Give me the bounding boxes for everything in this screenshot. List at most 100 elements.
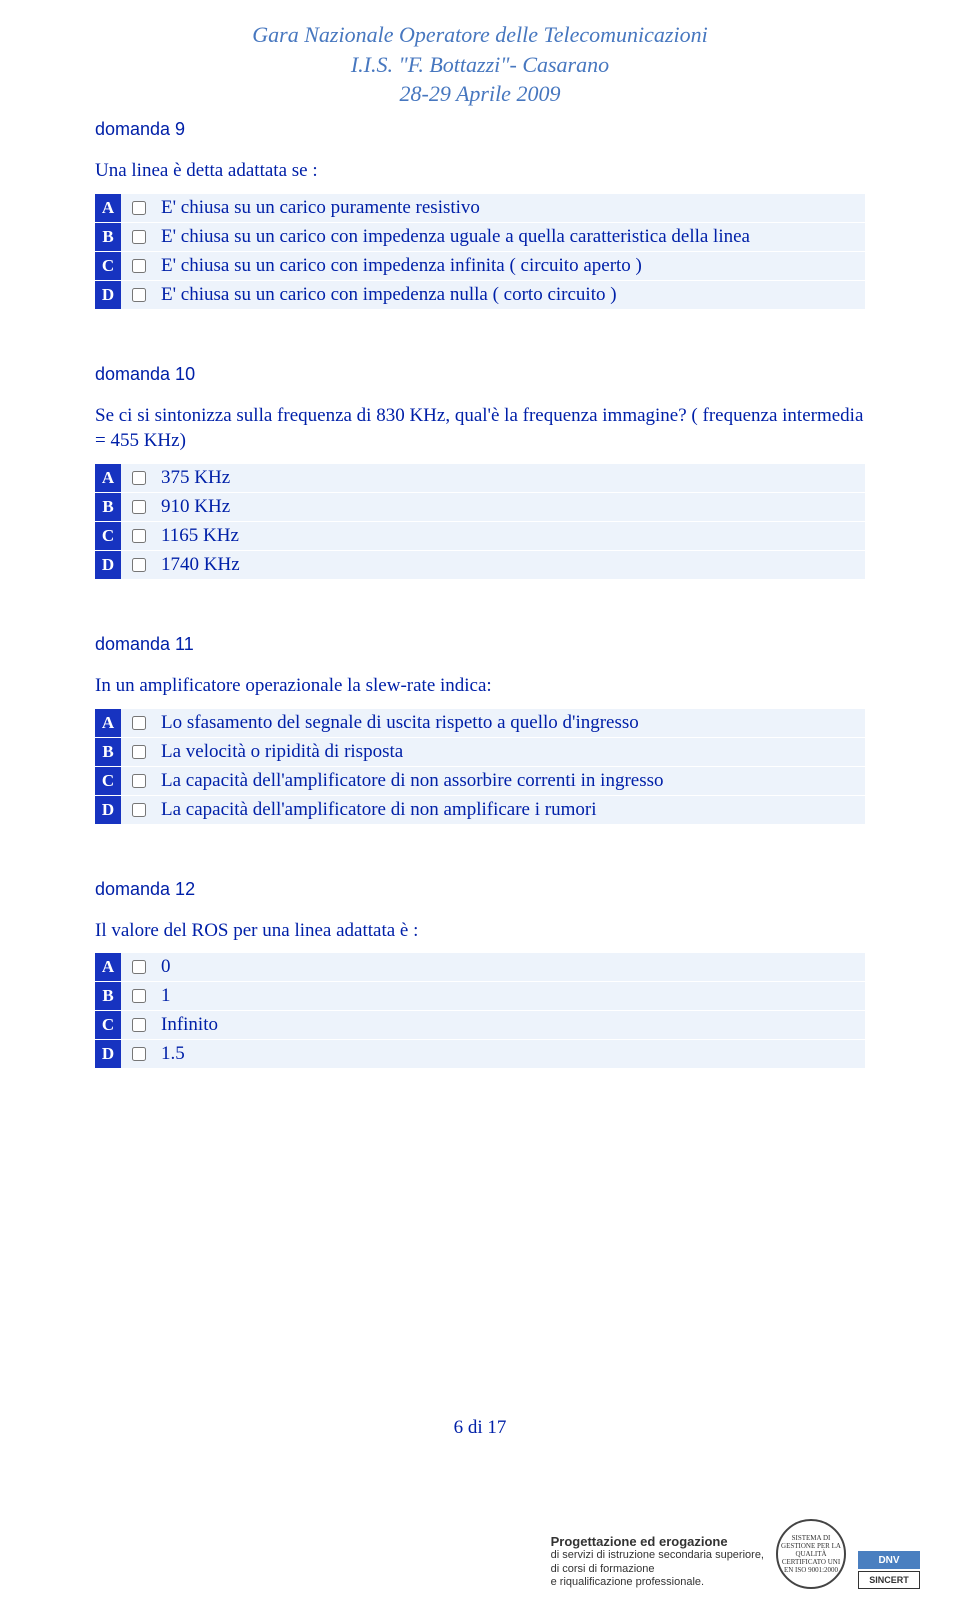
option-checkbox-cell bbox=[121, 953, 157, 981]
option-checkbox-cell bbox=[121, 796, 157, 824]
option-checkbox-cell bbox=[121, 252, 157, 280]
option-checkbox-cell bbox=[121, 709, 157, 737]
option-checkbox[interactable] bbox=[132, 960, 146, 974]
option-row: B1 bbox=[95, 982, 865, 1010]
option-text: E' chiusa su un carico con impedenza ugu… bbox=[157, 223, 865, 251]
option-checkbox-cell bbox=[121, 738, 157, 766]
option-letter: C bbox=[95, 522, 121, 550]
option-checkbox[interactable] bbox=[132, 716, 146, 730]
quality-badge-icon: SISTEMA DI GESTIONE PER LA QUALITÀ CERTI… bbox=[776, 1519, 846, 1589]
option-checkbox[interactable] bbox=[132, 745, 146, 759]
question-text: In un amplificatore operazionale la slew… bbox=[95, 673, 865, 699]
question-title: domanda 11 bbox=[95, 634, 865, 655]
option-row: D E' chiusa su un carico con impedenza nu… bbox=[95, 281, 865, 309]
option-row: B E' chiusa su un carico con impedenza ug… bbox=[95, 223, 865, 251]
option-letter: B bbox=[95, 982, 121, 1010]
question-text: Il valore del ROS per una linea adattata… bbox=[95, 918, 865, 944]
option-text: E' chiusa su un carico puramente resisti… bbox=[157, 194, 865, 222]
option-letter: C bbox=[95, 252, 121, 280]
option-row: B La velocità o ripidità di risposta bbox=[95, 738, 865, 766]
option-checkbox-cell bbox=[121, 223, 157, 251]
option-text: La capacità dell'amplificatore di non am… bbox=[157, 796, 865, 824]
option-checkbox[interactable] bbox=[132, 259, 146, 273]
question-title: domanda 12 bbox=[95, 879, 865, 900]
option-text: Infinito bbox=[157, 1011, 865, 1039]
option-checkbox[interactable] bbox=[132, 803, 146, 817]
option-letter: B bbox=[95, 223, 121, 251]
option-row: D La capacità dell'amplificatore di non a… bbox=[95, 796, 865, 824]
option-row: A E' chiusa su un carico puramente resist… bbox=[95, 194, 865, 222]
option-checkbox[interactable] bbox=[132, 1047, 146, 1061]
option-text: Lo sfasamento del segnale di uscita risp… bbox=[157, 709, 865, 737]
option-checkbox-cell bbox=[121, 1011, 157, 1039]
option-row: A 375 KHz bbox=[95, 464, 865, 492]
option-row: C E' chiusa su un carico con impedenza in… bbox=[95, 252, 865, 280]
footer-line2: di servizi di istruzione secondaria supe… bbox=[551, 1549, 764, 1589]
option-checkbox-cell bbox=[121, 982, 157, 1010]
option-checkbox[interactable] bbox=[132, 500, 146, 514]
option-text: 910 KHz bbox=[157, 493, 865, 521]
option-checkbox[interactable] bbox=[132, 558, 146, 572]
option-checkbox[interactable] bbox=[132, 529, 146, 543]
option-letter: B bbox=[95, 738, 121, 766]
option-row: A0 bbox=[95, 953, 865, 981]
option-row: C 1165 KHz bbox=[95, 522, 865, 550]
option-row: C La capacità dell'amplificatore di non a… bbox=[95, 767, 865, 795]
question-text: Se ci si sintonizza sulla frequenza di 8… bbox=[95, 403, 865, 454]
option-letter: B bbox=[95, 493, 121, 521]
option-letter: D bbox=[95, 551, 121, 579]
option-text: 1165 KHz bbox=[157, 522, 865, 550]
option-checkbox[interactable] bbox=[132, 774, 146, 788]
option-text: E' chiusa su un carico con impedenza inf… bbox=[157, 252, 865, 280]
option-text: 1740 KHz bbox=[157, 551, 865, 579]
option-row: A Lo sfasamento del segnale di uscita ris… bbox=[95, 709, 865, 737]
option-checkbox[interactable] bbox=[132, 230, 146, 244]
option-letter: A bbox=[95, 953, 121, 981]
option-letter: D bbox=[95, 1040, 121, 1068]
option-letter: D bbox=[95, 281, 121, 309]
footer-text: Progettazione ed erogazione di servizi d… bbox=[551, 1534, 764, 1589]
option-text: 0 bbox=[157, 953, 865, 981]
questions-container: domanda 9 Una linea è detta adattata se :… bbox=[95, 119, 865, 1068]
option-checkbox-cell bbox=[121, 551, 157, 579]
page-number: 6 di 17 bbox=[0, 1417, 960, 1439]
option-checkbox-cell bbox=[121, 194, 157, 222]
question-block: domanda 9 Una linea è detta adattata se :… bbox=[95, 119, 865, 309]
option-text: 1 bbox=[157, 982, 865, 1010]
question-block: domanda 10 Se ci si sintonizza sulla freq… bbox=[95, 364, 865, 579]
option-row: C Infinito bbox=[95, 1011, 865, 1039]
option-row: D 1.5 bbox=[95, 1040, 865, 1068]
option-checkbox[interactable] bbox=[132, 989, 146, 1003]
footer-line1: Progettazione ed erogazione bbox=[551, 1534, 764, 1549]
option-checkbox[interactable] bbox=[132, 288, 146, 302]
footer: Progettazione ed erogazione di servizi d… bbox=[551, 1519, 920, 1589]
option-letter: D bbox=[95, 796, 121, 824]
option-text: La velocità o ripidità di risposta bbox=[157, 738, 865, 766]
option-text: La capacità dell'amplificatore di non as… bbox=[157, 767, 865, 795]
option-checkbox[interactable] bbox=[132, 201, 146, 215]
option-text: 375 KHz bbox=[157, 464, 865, 492]
option-row: D 1740 KHz bbox=[95, 551, 865, 579]
cert-dnv-icon: DNV bbox=[858, 1551, 920, 1569]
option-letter: A bbox=[95, 194, 121, 222]
option-letter: C bbox=[95, 1011, 121, 1039]
question-title: domanda 9 bbox=[95, 119, 865, 140]
option-letter: A bbox=[95, 464, 121, 492]
option-text: E' chiusa su un carico con impedenza nul… bbox=[157, 281, 865, 309]
option-text: 1.5 bbox=[157, 1040, 865, 1068]
option-checkbox-cell bbox=[121, 281, 157, 309]
option-checkbox[interactable] bbox=[132, 1018, 146, 1032]
question-block: domanda 11 In un amplificatore operaziona… bbox=[95, 634, 865, 824]
question-block: domanda 12 Il valore del ROS per una line… bbox=[95, 879, 865, 1069]
option-checkbox-cell bbox=[121, 464, 157, 492]
cert-badges: DNV SINCERT bbox=[858, 1551, 920, 1589]
cert-sincert-icon: SINCERT bbox=[858, 1571, 920, 1589]
option-checkbox-cell bbox=[121, 1040, 157, 1068]
option-row: B 910 KHz bbox=[95, 493, 865, 521]
question-text: Una linea è detta adattata se : bbox=[95, 158, 865, 184]
option-checkbox[interactable] bbox=[132, 471, 146, 485]
option-letter: C bbox=[95, 767, 121, 795]
page-header: Gara Nazionale Operatore delle Telecomun… bbox=[95, 20, 865, 109]
option-letter: A bbox=[95, 709, 121, 737]
question-title: domanda 10 bbox=[95, 364, 865, 385]
